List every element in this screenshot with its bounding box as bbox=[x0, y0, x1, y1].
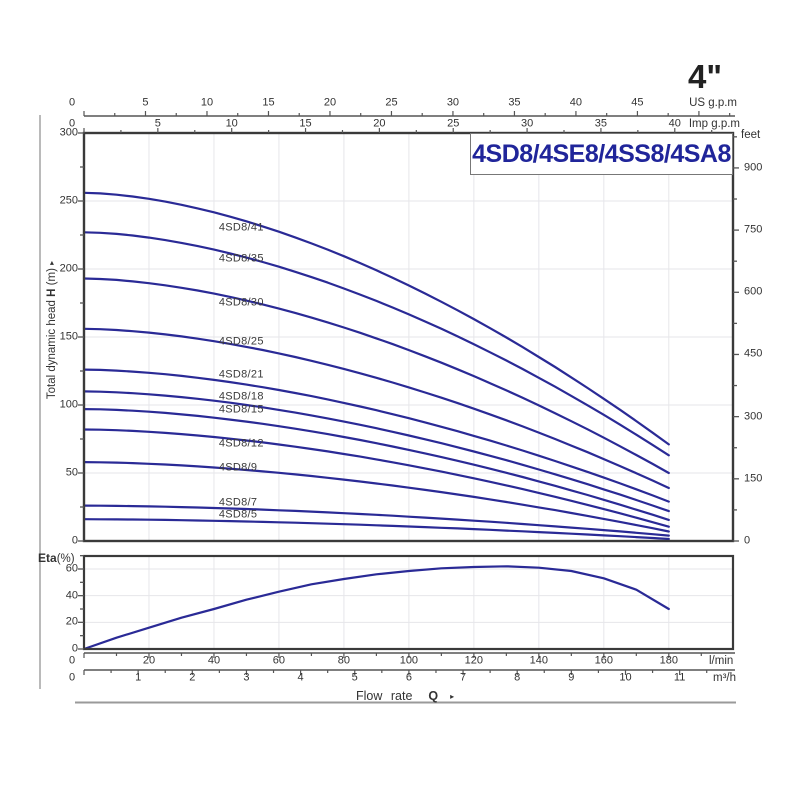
head-curve bbox=[82, 390, 670, 513]
head-curve bbox=[82, 504, 670, 537]
flow-axis-arrow-icon: ▸ bbox=[450, 692, 455, 701]
head-curve bbox=[82, 518, 670, 541]
eta-axis-label: Eta(%) bbox=[38, 551, 75, 565]
m3h-axis-unit: m³/h bbox=[713, 672, 736, 684]
head-curve bbox=[82, 408, 670, 521]
head-curve bbox=[82, 368, 670, 503]
head-curve bbox=[82, 327, 670, 490]
head-curve bbox=[82, 428, 670, 528]
pump-diameter-label: 4" bbox=[688, 58, 722, 95]
head-curve bbox=[82, 191, 670, 446]
us-gpm-axis-unit: US g.p.m bbox=[689, 97, 737, 109]
feet-axis-unit: feet bbox=[741, 129, 761, 141]
head-axis-label: Total dynamic head H (m) ▸ bbox=[46, 260, 58, 400]
plot-border bbox=[82, 554, 735, 651]
model-title: 4SD8/4SE8/4SS8/4SA8 bbox=[472, 139, 731, 168]
model-title-box: 4SD8/4SE8/4SS8/4SA8 bbox=[470, 133, 733, 175]
eta-curve bbox=[82, 565, 670, 651]
flow-rate-axis-label: Flow rate Q ▸ bbox=[356, 689, 455, 703]
head-axis-arrow-icon: ▸ bbox=[47, 260, 56, 265]
head-curve bbox=[82, 277, 670, 475]
imp-gpm-axis-unit: Imp g.p.m bbox=[688, 118, 740, 130]
head-curve bbox=[82, 461, 670, 533]
lmin-axis-unit: l/min bbox=[709, 655, 734, 667]
head-curve bbox=[82, 231, 670, 457]
